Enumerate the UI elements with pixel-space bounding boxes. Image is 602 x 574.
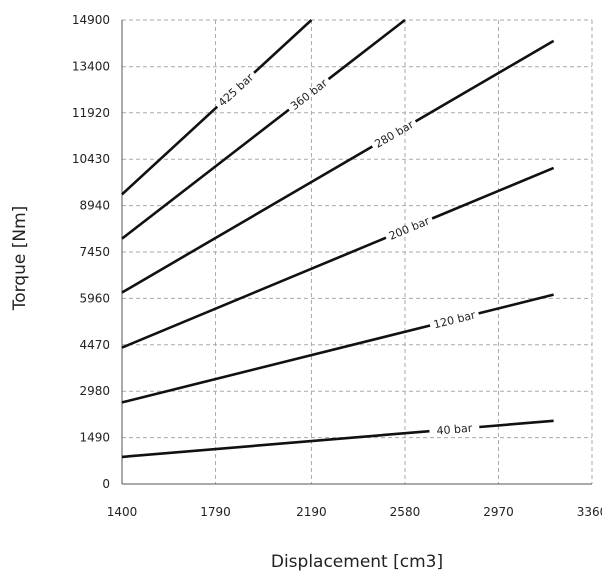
series-line — [121, 39, 555, 294]
y-tick-label: 2980 — [79, 384, 110, 398]
tick-layer: 0 1490 2980 4470 5960 7450 8940 10430 11920 13400… — [72, 13, 602, 519]
series-line — [121, 166, 555, 349]
x-tick-label: 3360 — [577, 505, 602, 519]
series-line — [121, 419, 554, 459]
y-tick-label: 1490 — [79, 431, 110, 445]
y-tick-label: 13400 — [72, 60, 110, 74]
series-layer — [121, 18, 555, 459]
x-axis-title: Displacement [cm3] — [271, 552, 443, 572]
y-tick-label: 8940 — [79, 199, 110, 213]
y-tick-label: 7450 — [79, 245, 110, 259]
x-tick-label: 2970 — [483, 505, 514, 519]
y-tick-label: 0 — [102, 477, 110, 491]
series-line — [121, 293, 554, 404]
series-label: 40 bar — [436, 422, 473, 438]
series-label: 120 bar — [432, 308, 477, 331]
y-axis-title: Torque [Nm] — [10, 206, 30, 312]
series-line — [121, 18, 406, 240]
y-tick-label: 10430 — [72, 152, 110, 166]
series-line — [121, 19, 313, 196]
x-tick-label: 2580 — [390, 505, 421, 519]
y-tick-label: 14900 — [72, 13, 110, 27]
y-tick-label: 11920 — [72, 106, 110, 120]
x-tick-label: 1400 — [107, 505, 138, 519]
series-label: 360 bar — [288, 76, 330, 113]
y-tick-label: 5960 — [79, 291, 110, 305]
y-tick-label: 4470 — [79, 338, 110, 352]
series-label: 280 bar — [372, 118, 416, 151]
x-tick-label: 2190 — [296, 505, 327, 519]
series-label: 425 bar — [216, 71, 257, 110]
grid-layer — [121, 19, 593, 485]
series-label: 200 bar — [387, 214, 432, 243]
x-tick-label: 1790 — [200, 505, 231, 519]
